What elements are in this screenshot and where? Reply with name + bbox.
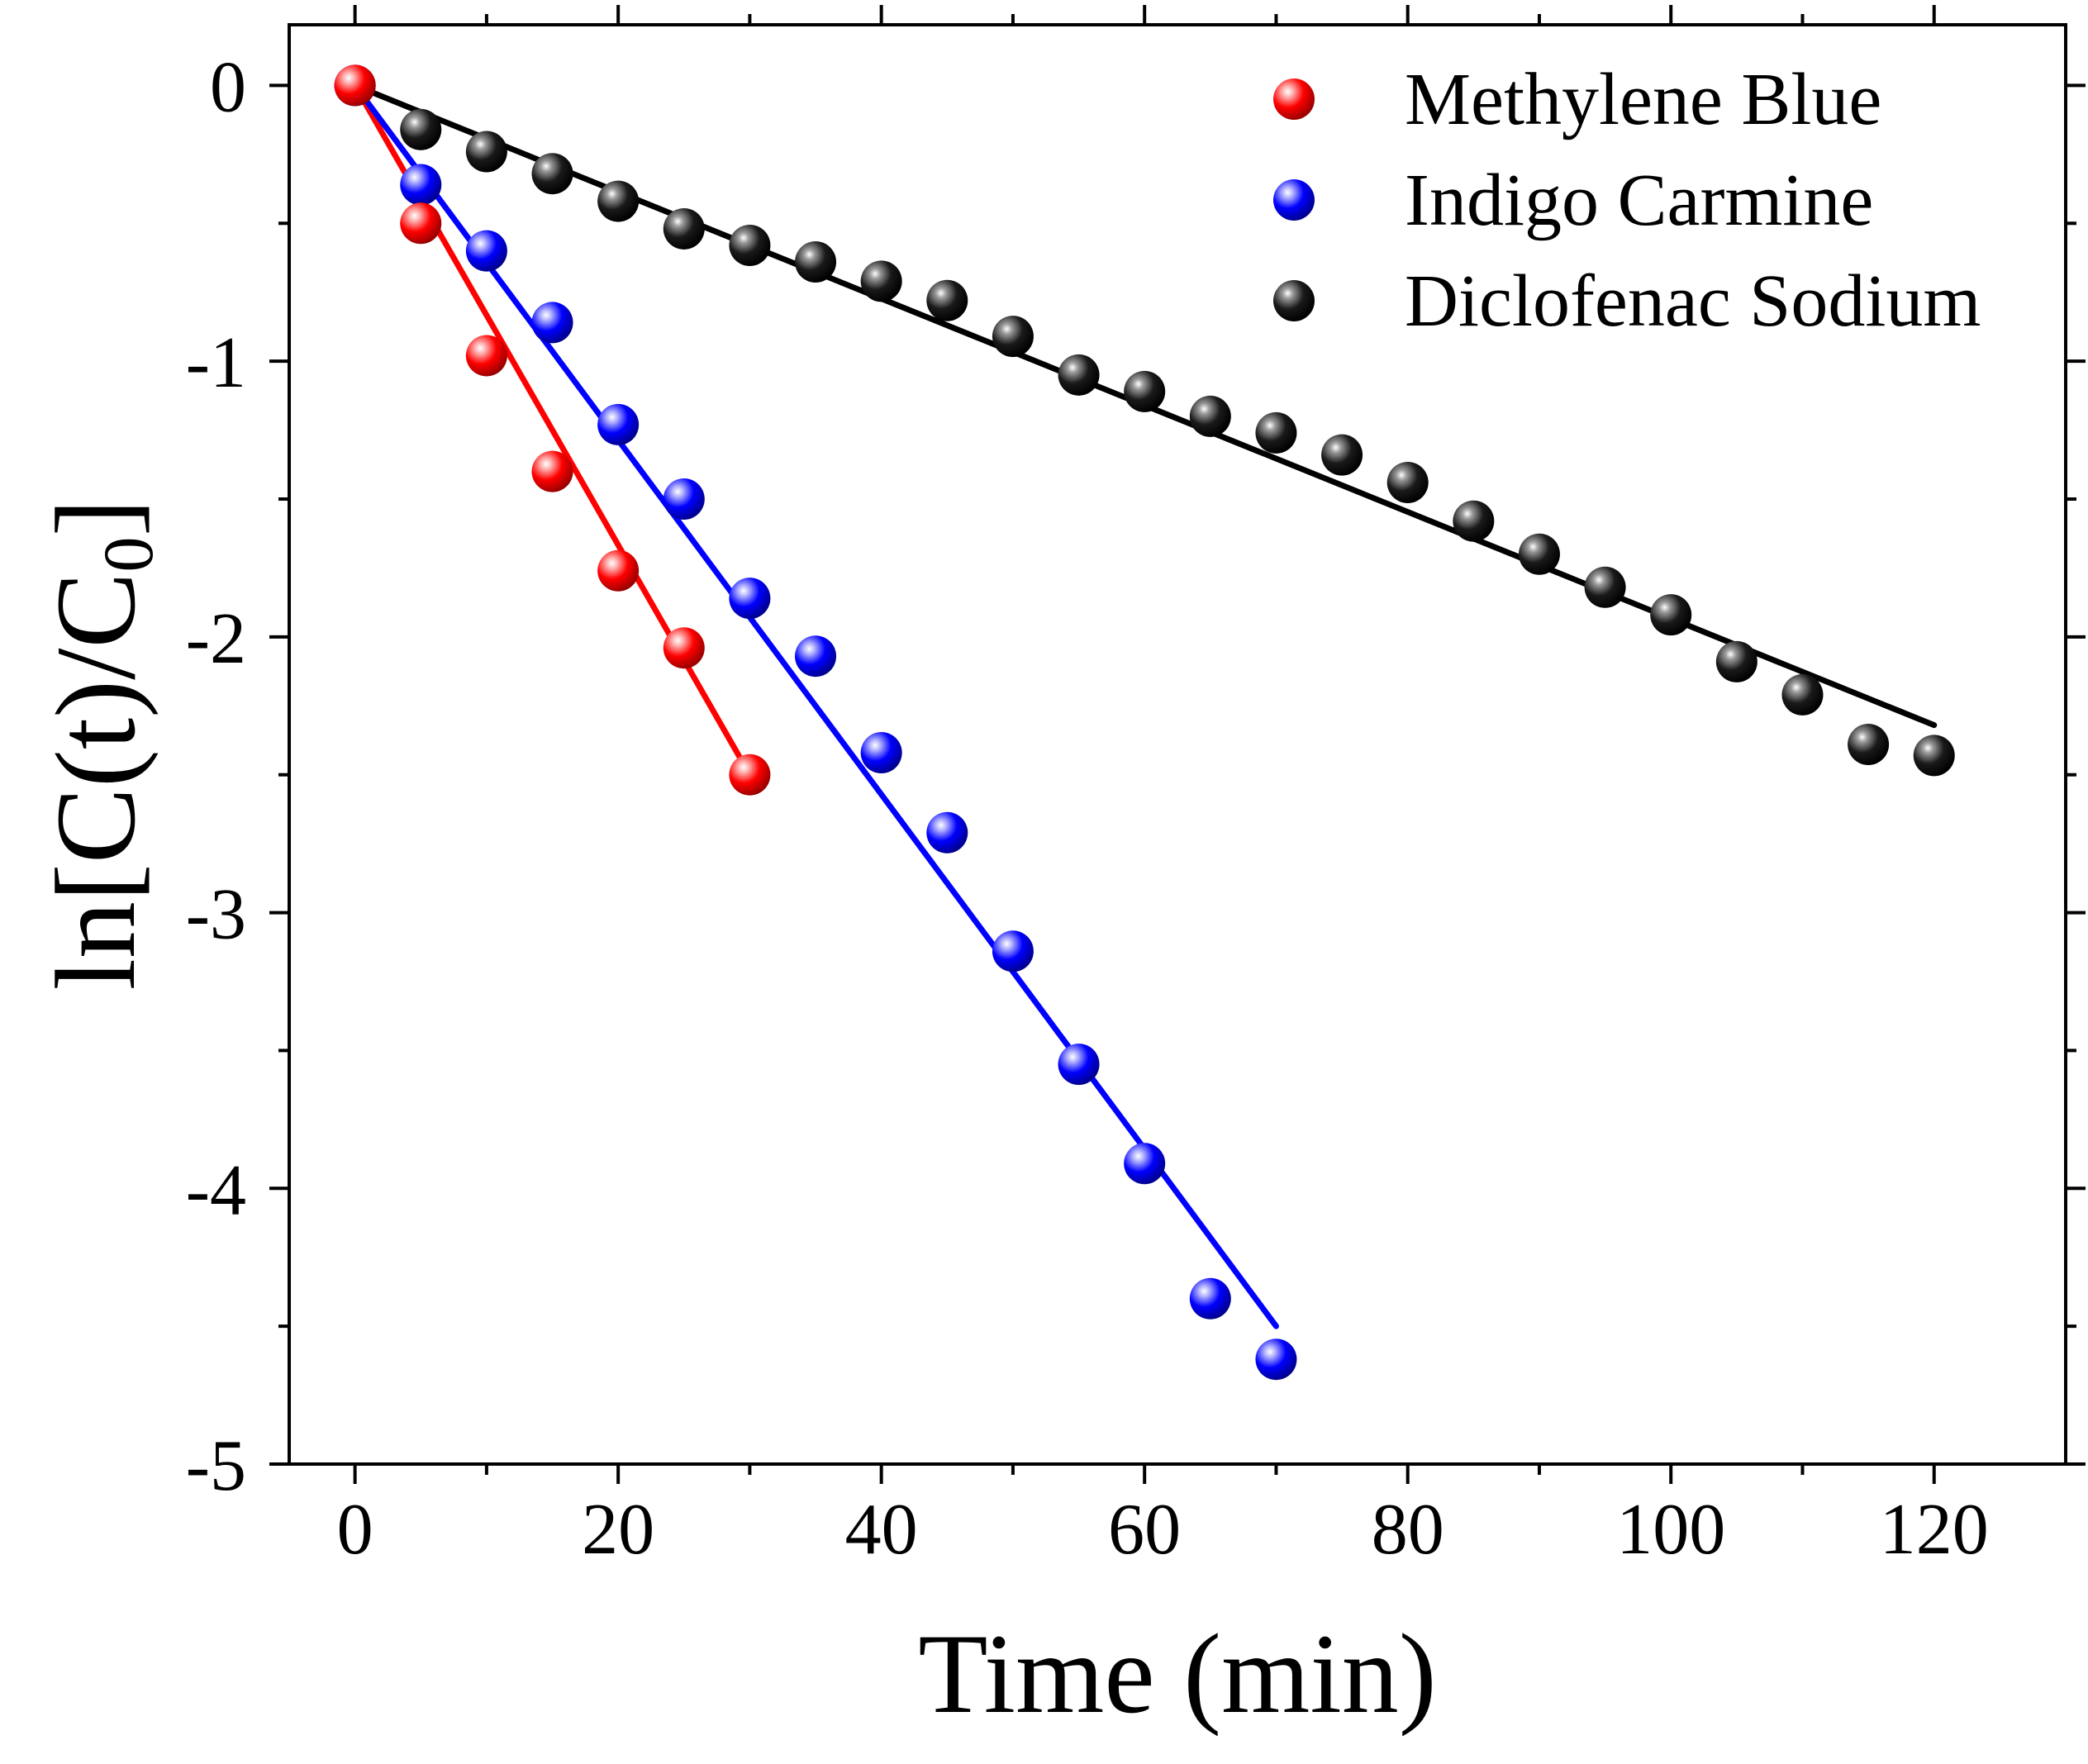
data-point-diclofenac-sodium bbox=[1518, 533, 1560, 575]
data-point-diclofenac-sodium bbox=[1715, 640, 1757, 682]
data-point-diclofenac-sodium bbox=[1453, 500, 1495, 542]
x-tick-label: 20 bbox=[582, 1490, 654, 1570]
data-points bbox=[334, 64, 1955, 1381]
x-tick-label: 80 bbox=[1372, 1490, 1444, 1570]
legend-marker-diclofenac-sodium bbox=[1273, 280, 1315, 321]
data-point-indigo-carmine bbox=[729, 578, 771, 620]
x-tick-label: 40 bbox=[845, 1490, 918, 1570]
data-point-methylene-blue bbox=[531, 450, 573, 492]
legend-label-methylene-blue: Methylene Blue bbox=[1405, 59, 1881, 140]
data-point-diclofenac-sodium bbox=[1584, 566, 1626, 608]
legend-label-diclofenac-sodium: Diclofenac Sodium bbox=[1405, 260, 1981, 342]
data-point-indigo-carmine bbox=[400, 164, 442, 206]
data-point-indigo-carmine bbox=[795, 635, 837, 678]
data-point-indigo-carmine bbox=[992, 930, 1034, 972]
data-point-indigo-carmine bbox=[465, 230, 507, 272]
data-point-diclofenac-sodium bbox=[1124, 370, 1166, 412]
y-tick-label: -3 bbox=[186, 875, 246, 955]
x-axis: 0 20 40 60 80 100 120 bbox=[337, 5, 1989, 1570]
data-point-diclofenac-sodium bbox=[1913, 735, 1955, 777]
y-axis-title-close: ] bbox=[32, 499, 159, 537]
data-point-indigo-carmine bbox=[1255, 1338, 1297, 1381]
y-tick-label: -4 bbox=[186, 1150, 246, 1230]
x-tick-label: 120 bbox=[1880, 1490, 1989, 1570]
x-tick-label: 100 bbox=[1616, 1490, 1725, 1570]
data-point-diclofenac-sodium bbox=[1386, 461, 1429, 503]
data-point-diclofenac-sodium bbox=[1650, 594, 1692, 636]
data-point-methylene-blue bbox=[729, 754, 771, 796]
y-axis-title-subscript: 0 bbox=[88, 536, 168, 572]
fit-line-indigo-carmine bbox=[352, 82, 1279, 1329]
data-point-diclofenac-sodium bbox=[663, 207, 705, 250]
legend-marker-indigo-carmine bbox=[1273, 179, 1315, 221]
data-point-diclofenac-sodium bbox=[729, 224, 771, 266]
data-point-diclofenac-sodium bbox=[531, 153, 573, 195]
legend: Methylene Blue Indigo Carmine Diclofenac S… bbox=[1273, 59, 1981, 342]
data-point-diclofenac-sodium bbox=[1321, 434, 1363, 476]
plot-frame bbox=[288, 23, 2067, 1466]
data-point-methylene-blue bbox=[334, 64, 376, 107]
data-point-diclofenac-sodium bbox=[992, 316, 1034, 358]
data-point-diclofenac-sodium bbox=[465, 131, 507, 173]
legend-label-indigo-carmine: Indigo Carmine bbox=[1405, 159, 1873, 241]
data-point-methylene-blue bbox=[465, 335, 507, 377]
data-point-diclofenac-sodium bbox=[926, 279, 968, 321]
data-point-indigo-carmine bbox=[597, 403, 640, 445]
y-tick-label: -5 bbox=[186, 1426, 246, 1506]
y-tick-label: -1 bbox=[186, 323, 246, 403]
y-tick-label: 0 bbox=[210, 47, 246, 127]
data-point-diclofenac-sodium bbox=[1255, 411, 1297, 454]
data-point-indigo-carmine bbox=[860, 732, 902, 774]
data-point-diclofenac-sodium bbox=[1058, 354, 1100, 396]
data-point-indigo-carmine bbox=[1058, 1044, 1100, 1086]
x-axis-title: Time (min) bbox=[918, 1610, 1436, 1737]
data-point-methylene-blue bbox=[597, 549, 640, 592]
data-point-indigo-carmine bbox=[663, 478, 705, 520]
data-point-diclofenac-sodium bbox=[400, 108, 442, 150]
data-point-methylene-blue bbox=[663, 627, 705, 669]
legend-marker-methylene-blue bbox=[1273, 78, 1315, 120]
data-point-diclofenac-sodium bbox=[860, 260, 902, 302]
data-point-diclofenac-sodium bbox=[795, 240, 837, 283]
data-point-diclofenac-sodium bbox=[1781, 673, 1824, 716]
data-point-diclofenac-sodium bbox=[1848, 724, 1890, 765]
data-point-diclofenac-sodium bbox=[1189, 395, 1231, 437]
y-axis: 0 -1 -2 -3 -4 -5 bbox=[186, 47, 2086, 1506]
y-axis-title-main: ln[C(t)/C bbox=[32, 572, 159, 990]
data-point-diclofenac-sodium bbox=[597, 180, 640, 222]
y-axis-title: ln[C(t)/C0] bbox=[32, 499, 168, 991]
x-tick-label: 0 bbox=[337, 1490, 373, 1570]
data-point-methylene-blue bbox=[400, 202, 442, 245]
data-point-indigo-carmine bbox=[926, 811, 968, 853]
y-tick-label: -2 bbox=[186, 599, 246, 679]
x-tick-label: 60 bbox=[1108, 1490, 1181, 1570]
data-point-indigo-carmine bbox=[1189, 1277, 1231, 1319]
data-point-indigo-carmine bbox=[531, 302, 573, 344]
data-point-indigo-carmine bbox=[1124, 1143, 1166, 1185]
